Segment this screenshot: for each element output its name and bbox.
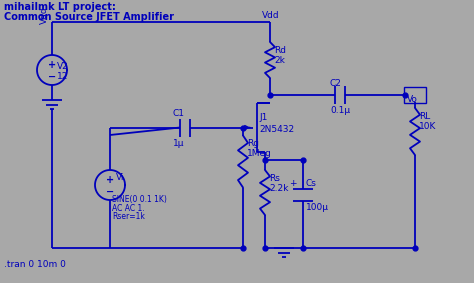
Text: Rd: Rd: [274, 46, 286, 55]
FancyBboxPatch shape: [404, 87, 426, 103]
Text: 2k: 2k: [274, 56, 285, 65]
Text: 10K: 10K: [419, 122, 437, 131]
Text: +: +: [289, 179, 297, 188]
Text: RL: RL: [419, 112, 430, 121]
Text: 100μ: 100μ: [306, 203, 329, 212]
Text: SINE(0 0.1 1K): SINE(0 0.1 1K): [112, 195, 167, 204]
Text: Rg: Rg: [247, 140, 259, 149]
Text: Rs: Rs: [269, 174, 280, 183]
Text: Rser=1k: Rser=1k: [112, 212, 145, 221]
Text: 12: 12: [57, 72, 68, 81]
Text: 1Meg: 1Meg: [247, 149, 272, 158]
Text: +: +: [48, 60, 56, 70]
Text: Vdd: Vdd: [262, 11, 280, 20]
Text: Vo: Vo: [407, 95, 418, 104]
Text: 2.2k: 2.2k: [269, 184, 288, 193]
Text: AC AC 1.: AC AC 1.: [112, 204, 145, 213]
Text: Vi: Vi: [116, 173, 125, 182]
Text: −: −: [48, 72, 56, 82]
Text: 1μ: 1μ: [173, 138, 185, 147]
Text: mihailmk LT project:: mihailmk LT project:: [4, 2, 116, 12]
Text: Vdd: Vdd: [39, 7, 48, 24]
Text: Common Source JFET Amplifier: Common Source JFET Amplifier: [4, 12, 174, 22]
Text: J1: J1: [259, 113, 267, 123]
Text: C2: C2: [330, 79, 342, 88]
Text: .tran 0 10m 0: .tran 0 10m 0: [4, 260, 66, 269]
Text: 0.1μ: 0.1μ: [330, 106, 350, 115]
Text: 2N5432: 2N5432: [259, 125, 294, 134]
Text: C1: C1: [173, 110, 185, 119]
Text: +: +: [106, 175, 114, 185]
Text: −: −: [106, 187, 114, 197]
Text: V2: V2: [57, 62, 69, 71]
Text: Cs: Cs: [306, 179, 317, 188]
